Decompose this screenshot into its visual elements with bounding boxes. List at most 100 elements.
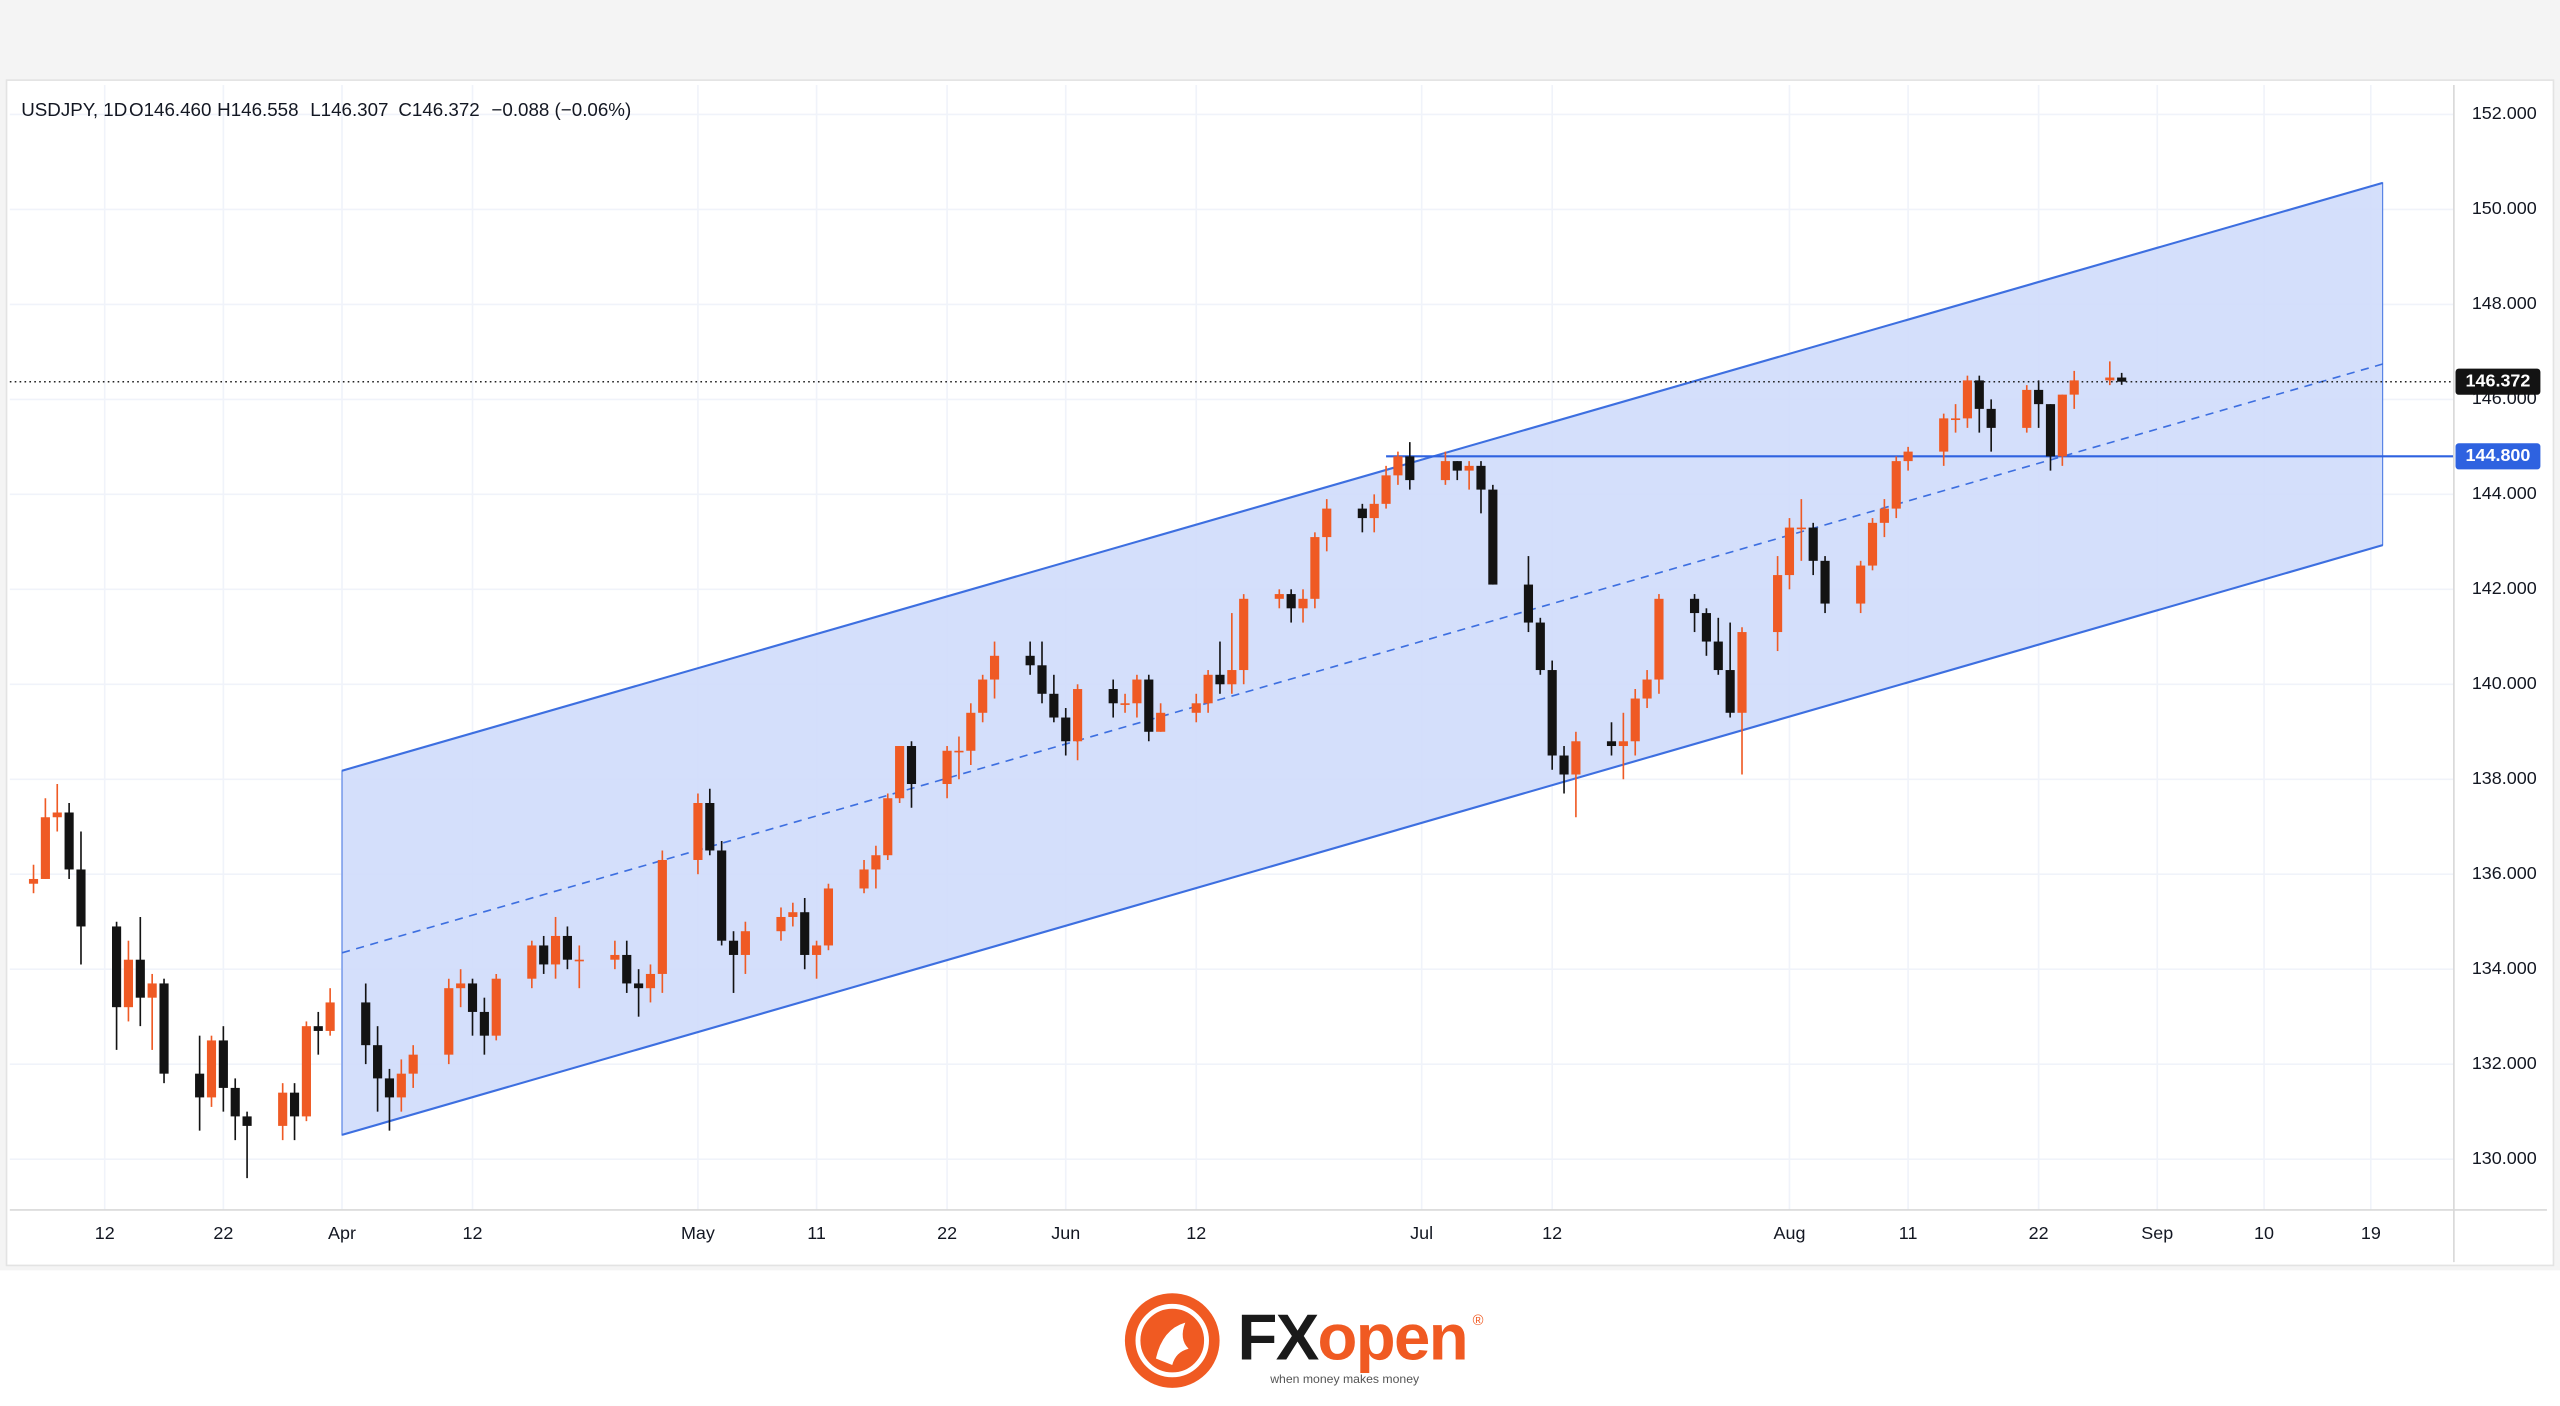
candle-body bbox=[1144, 679, 1154, 732]
candle-body bbox=[1618, 741, 1628, 747]
y-tick-label: 130.000 bbox=[2472, 1148, 2537, 1168]
ohlc-high: H146.558 bbox=[217, 99, 298, 120]
candle-body bbox=[1974, 380, 1984, 409]
candle-body bbox=[1903, 451, 1913, 462]
candle-body bbox=[1939, 418, 1949, 452]
candle-body bbox=[1701, 613, 1711, 642]
candle-body bbox=[657, 859, 667, 974]
candle-body bbox=[1820, 560, 1830, 604]
candle-body bbox=[1784, 527, 1795, 576]
channel-upper bbox=[341, 181, 2383, 772]
candle-body bbox=[1547, 670, 1557, 756]
candle-body bbox=[906, 746, 917, 785]
candle-body bbox=[693, 803, 703, 860]
footer-band bbox=[0, 1270, 2560, 1406]
candle-body bbox=[1073, 689, 1083, 742]
logo-bull bbox=[1155, 1322, 1189, 1366]
candle-body bbox=[1725, 670, 1735, 713]
candle-body bbox=[527, 945, 537, 979]
y-tick-label: 140.000 bbox=[2472, 673, 2537, 693]
candle-body bbox=[112, 926, 122, 1008]
x-tick-label: Jun bbox=[1051, 1223, 1080, 1243]
candle-body bbox=[195, 1073, 205, 1098]
candle-body bbox=[1452, 461, 1462, 471]
candle-body bbox=[1713, 641, 1723, 671]
y-tick-label: 148.000 bbox=[2472, 293, 2537, 313]
candle-body bbox=[467, 983, 478, 1012]
ohlc-low: L146.307 bbox=[310, 99, 388, 120]
y-tick-label: 150.000 bbox=[2472, 198, 2537, 218]
channel-median bbox=[341, 363, 2383, 954]
candle-body bbox=[562, 935, 572, 960]
candle-body bbox=[1369, 503, 1379, 519]
brand-prefix: FX bbox=[1238, 1300, 1319, 1373]
candle-body bbox=[396, 1073, 406, 1098]
candle-body bbox=[1310, 537, 1320, 599]
ohlc-open: O146.460 bbox=[129, 99, 211, 120]
candle-body bbox=[384, 1078, 395, 1098]
candle-body bbox=[1405, 456, 1415, 481]
candle-body bbox=[978, 679, 988, 713]
candle-body bbox=[550, 935, 561, 965]
candle-body bbox=[1357, 508, 1367, 519]
candle-body bbox=[373, 1045, 383, 1079]
x-tick-label: 22 bbox=[2029, 1223, 2049, 1243]
candle-body bbox=[634, 983, 644, 989]
x-tick-label: 12 bbox=[95, 1223, 115, 1243]
candle-body bbox=[717, 850, 727, 941]
footer-logo: FX open ® when money makes money bbox=[1124, 1293, 1484, 1388]
candle-body bbox=[800, 912, 810, 955]
candle-body bbox=[1559, 755, 1569, 775]
candle-body bbox=[1061, 717, 1071, 742]
y-tick-label: 138.000 bbox=[2472, 768, 2537, 788]
y-tick-label: 134.000 bbox=[2472, 958, 2537, 978]
candle-body bbox=[1286, 594, 1296, 609]
candle-body bbox=[1156, 712, 1166, 732]
x-tick-label: 11 bbox=[1899, 1223, 1918, 1243]
x-tick-label: 12 bbox=[463, 1223, 483, 1243]
candle-body bbox=[278, 1092, 288, 1126]
candle-body bbox=[206, 1040, 217, 1098]
candle-body bbox=[1227, 670, 1237, 685]
y-tick-label: 152.000 bbox=[2472, 103, 2537, 123]
candle-body bbox=[28, 878, 39, 884]
x-tick-label: Apr bbox=[328, 1223, 356, 1243]
x-tick-label: 12 bbox=[1542, 1223, 1562, 1243]
candle-body bbox=[1108, 689, 1118, 704]
candle-body bbox=[859, 869, 869, 889]
candle-body bbox=[301, 1026, 311, 1117]
level-label: 144.800 bbox=[2466, 445, 2531, 465]
last-price-box bbox=[2455, 368, 2541, 395]
candle-body bbox=[1476, 465, 1486, 490]
candle-body bbox=[76, 869, 86, 927]
candle-body bbox=[1856, 565, 1866, 604]
candle-body bbox=[159, 983, 169, 1074]
x-tick-label: 22 bbox=[213, 1223, 233, 1243]
brand-suffix: open bbox=[1318, 1300, 1467, 1373]
registered: ® bbox=[1473, 1313, 1484, 1329]
candle-body bbox=[895, 746, 905, 799]
candle-body bbox=[1879, 508, 1889, 523]
candle-body bbox=[147, 983, 157, 998]
candle-body bbox=[2022, 389, 2032, 428]
candle-body bbox=[1962, 380, 1973, 419]
candle-body bbox=[728, 940, 739, 955]
candle-body bbox=[1630, 698, 1640, 742]
candle-body bbox=[230, 1087, 240, 1117]
y-tick-label: 142.000 bbox=[2472, 578, 2537, 598]
candle-body bbox=[539, 945, 549, 965]
x-tick-label: Aug bbox=[1774, 1223, 1806, 1243]
candle-body bbox=[788, 912, 798, 917]
axes: 130.000 132.000 134.000 136.000 138.000 140.0… bbox=[95, 103, 2541, 1243]
candle-body bbox=[1464, 465, 1474, 471]
candle-body bbox=[942, 750, 952, 785]
candle-body bbox=[645, 973, 656, 989]
candle-body bbox=[1796, 527, 1806, 530]
candle-body bbox=[740, 931, 750, 955]
y-tick-label: 136.000 bbox=[2472, 863, 2537, 883]
candle-body bbox=[2069, 380, 2079, 395]
candle-body bbox=[1950, 418, 1961, 421]
candle-body bbox=[1132, 679, 1142, 704]
x-tick-label: Sep bbox=[2141, 1223, 2173, 1243]
x-tick-label: 19 bbox=[2361, 1223, 2381, 1243]
